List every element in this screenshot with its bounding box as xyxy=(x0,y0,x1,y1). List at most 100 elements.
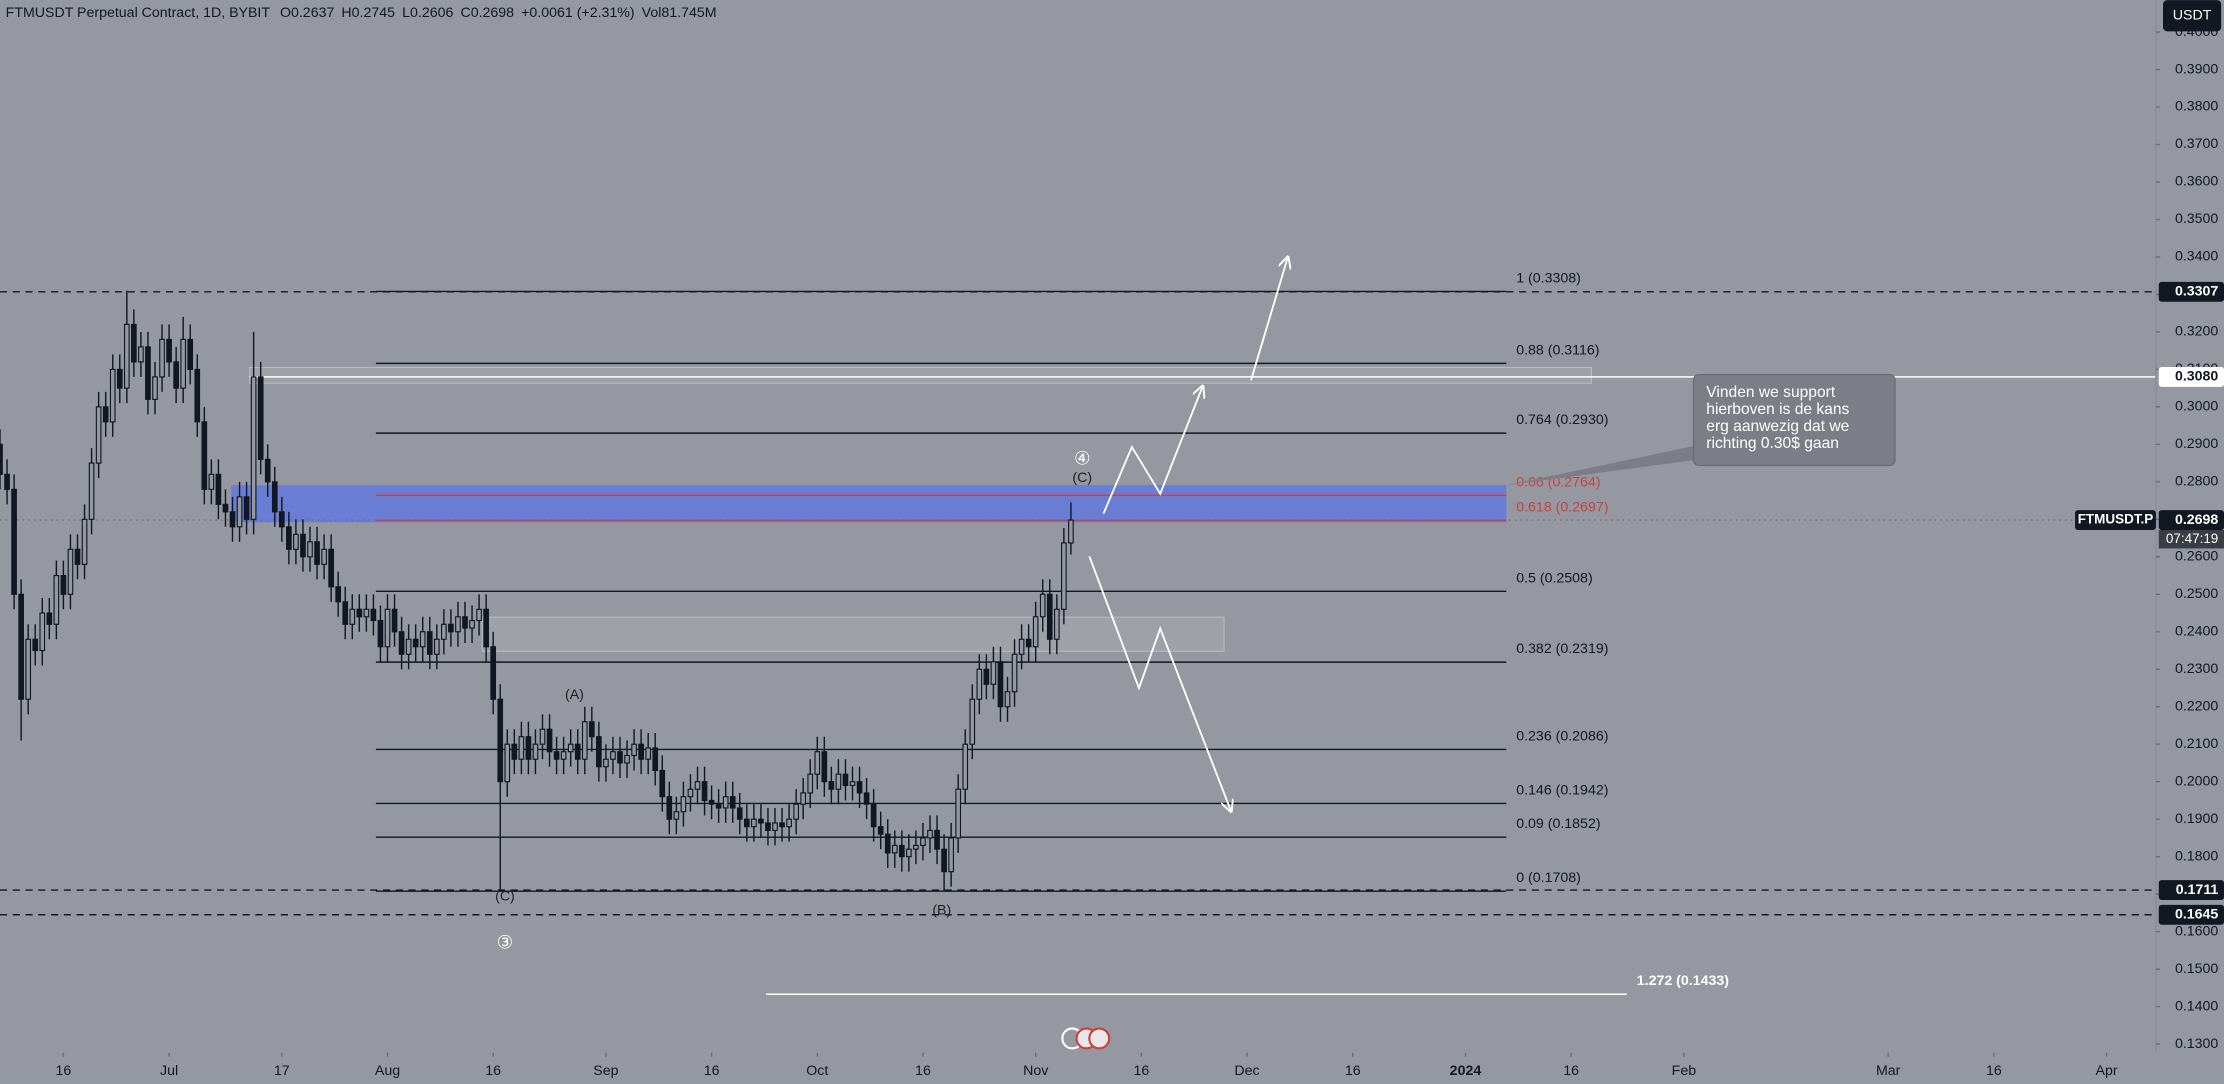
header-stat: +0.0061 (+2.31%) xyxy=(521,5,634,21)
candle-body xyxy=(88,462,95,520)
candle-body xyxy=(194,368,201,423)
candle-body xyxy=(596,736,602,768)
candle-body xyxy=(997,661,1004,708)
price-tag-label: 0.3080 xyxy=(2175,369,2218,385)
candle-body xyxy=(821,751,828,783)
candle-body xyxy=(405,638,412,655)
candle-body xyxy=(652,747,659,772)
candle-body xyxy=(736,807,743,820)
x-tick-label: 17 xyxy=(274,1063,290,1079)
x-tick-label: Oct xyxy=(806,1063,828,1079)
candle-body xyxy=(67,548,74,595)
callout-text: Vinden we support xyxy=(1706,384,1836,401)
fib-label: 0.764 (0.2930) xyxy=(1516,412,1608,428)
x-tick-label: 16 xyxy=(704,1063,720,1079)
candle-body xyxy=(278,511,285,528)
header-stat: L0.2606 xyxy=(402,5,453,21)
currency-label[interactable]: USDT xyxy=(2173,8,2212,24)
price-tag-label: 0.2698 xyxy=(2175,512,2218,528)
candle-body xyxy=(708,799,715,805)
candle-body xyxy=(152,376,158,400)
y-tick-label: 0.2600 xyxy=(2175,549,2218,565)
candle-body xyxy=(250,376,257,520)
candle-body xyxy=(1068,519,1074,544)
y-tick-label: 0.1500 xyxy=(2175,961,2218,977)
candle-body xyxy=(518,736,525,760)
x-tick-label: 16 xyxy=(1345,1063,1361,1079)
x-tick-label: Mar xyxy=(1876,1063,1901,1079)
candle-body xyxy=(913,844,919,850)
countdown-tag xyxy=(2158,530,2224,549)
candle-body xyxy=(729,796,736,809)
candle-body xyxy=(751,818,757,828)
header: FTMUSDT Perpetual Contract, 1D, BYBIT O0.… xyxy=(6,5,717,21)
y-tick-label: 0.3200 xyxy=(2175,324,2218,340)
candle-body xyxy=(60,574,67,595)
candle-body xyxy=(187,338,194,370)
candle-body xyxy=(969,698,976,745)
callout-pointer xyxy=(1506,445,1697,486)
price-tag-label: 0.1645 xyxy=(2175,907,2218,923)
fib-label: 0.09 (0.1852) xyxy=(1516,816,1600,832)
fib-label: 0.236 (0.2086) xyxy=(1516,728,1608,744)
candle-body xyxy=(870,803,877,828)
callout-text: hierboven is de kans xyxy=(1706,401,1849,418)
candle-body xyxy=(828,781,835,790)
fib-label: 0.146 (0.1942) xyxy=(1516,782,1608,798)
header-title: FTMUSDT Perpetual Contract, 1D, BYBIT xyxy=(6,5,271,21)
candle-body xyxy=(532,743,539,760)
candle-body xyxy=(800,792,807,805)
candle-body xyxy=(624,754,630,764)
candle-body xyxy=(1018,638,1025,655)
candle-body xyxy=(229,511,236,528)
fib-label: 1.272 (0.1433) xyxy=(1637,973,1729,989)
symbol-label: FTMUSDT.P xyxy=(2078,512,2154,527)
candle-body xyxy=(983,668,990,685)
y-tick-label: 0.1400 xyxy=(2175,998,2218,1014)
candle-body xyxy=(377,619,384,648)
candle-body xyxy=(455,616,461,633)
candle-body xyxy=(11,488,17,595)
fib-label: 0.88 (0.3116) xyxy=(1516,342,1599,358)
x-tick-label: 16 xyxy=(1133,1063,1149,1079)
candle-body xyxy=(546,728,553,753)
candle-body xyxy=(39,612,46,652)
price-tag xyxy=(2158,880,2224,900)
candle-body xyxy=(131,323,137,363)
x-tick-label: 16 xyxy=(56,1063,72,1079)
candle-body xyxy=(962,743,969,790)
candle-body xyxy=(849,781,856,787)
candle-body xyxy=(856,781,863,794)
y-tick-label: 0.3500 xyxy=(2175,211,2218,227)
candle-body xyxy=(990,661,997,685)
x-tick-label: Apr xyxy=(2096,1063,2118,1079)
candle-body xyxy=(934,829,940,850)
y-tick-label: 0.3600 xyxy=(2175,174,2218,190)
candle-body xyxy=(631,743,637,757)
candle-body xyxy=(1053,608,1060,640)
candle-body xyxy=(884,833,891,854)
x-tick-label: Dec xyxy=(1234,1063,1259,1079)
candle-body xyxy=(293,533,299,550)
bearish-path xyxy=(1088,555,1231,811)
candle-body xyxy=(927,829,933,839)
x-tick-label: Nov xyxy=(1023,1063,1049,1079)
bullish-path xyxy=(1250,257,1288,381)
candle-body xyxy=(553,751,560,760)
y-tick-label: 0.2800 xyxy=(2175,474,2218,490)
candle-body xyxy=(758,818,764,824)
candle-body xyxy=(356,608,363,618)
currency-button[interactable] xyxy=(2163,0,2222,32)
candle-body xyxy=(116,368,123,389)
candle-body xyxy=(588,721,595,738)
candle-body xyxy=(0,443,3,475)
candle-body xyxy=(370,608,377,622)
candle-body xyxy=(159,338,165,378)
candle-body xyxy=(645,747,652,760)
candle-body xyxy=(786,818,792,828)
callout-text: richting 0.30$ gaan xyxy=(1706,435,1839,452)
candle-body xyxy=(779,822,785,828)
candle-body xyxy=(863,792,870,805)
y-tick-label: 0.2500 xyxy=(2175,586,2218,602)
